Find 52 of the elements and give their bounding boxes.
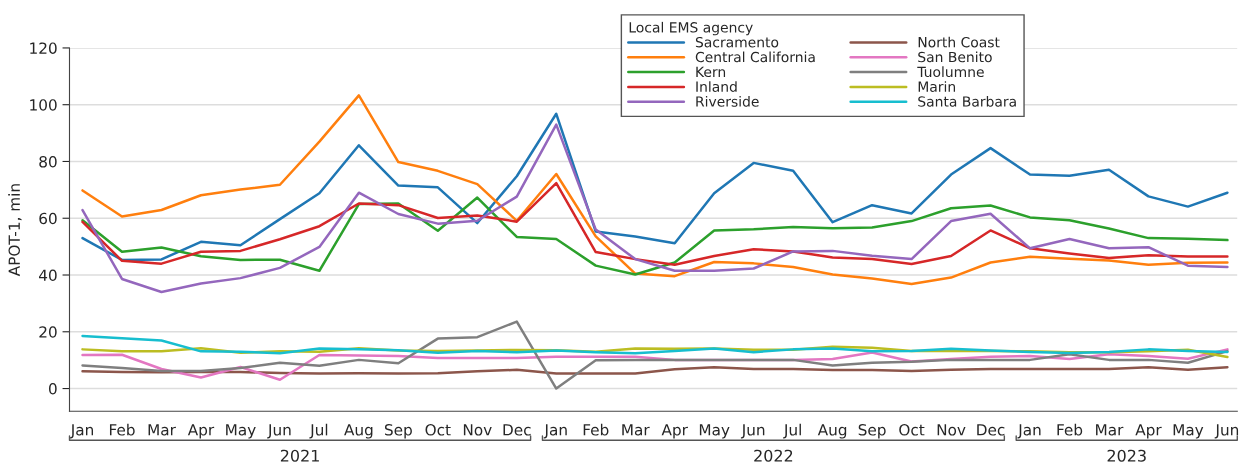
x-tick-label: Jan [543,424,567,439]
legend-label: Central California [695,51,815,63]
y-tick-label: 0 [48,383,57,395]
y-tick-label: 120 [30,42,57,54]
x-tick-label: Jul [309,423,328,439]
x-tick-label: Sep [858,424,886,439]
x-tick-label: Jan [69,424,93,439]
legend-label: Inland [696,81,737,92]
x-tick-label: Mar [1096,424,1124,436]
x-tick-label: Apr [661,424,688,439]
x-tick-label: Sep [384,424,412,439]
x-tick-label: Oct [899,424,925,436]
x-tick-label: Jun [1214,424,1239,439]
x-tick-label: Aug [817,424,847,439]
legend-label: Sacramento [695,36,779,48]
legend-label: San Benito [918,51,992,63]
x-tick-label: Nov [463,424,492,436]
x-tick-label: May [1173,424,1204,439]
x-tick-label: Oct [425,424,451,436]
x-tick-label: Feb [1057,423,1083,436]
text: 2022 [754,449,793,462]
x-tick-label: Jun [740,424,765,439]
x-tick-label: Dec [977,424,1005,436]
y-tick-label: 40 [39,269,57,282]
legend-label: Marin [918,81,955,92]
legend-label: North Coast [918,36,1000,48]
x-tick-label: Mar [148,424,176,436]
x-tick-label: Aug [344,424,373,439]
text: 2021 [280,449,319,462]
x-tick-label: Apr [187,424,215,439]
x-tick-label: Feb [583,423,609,436]
x-tick-label: Jun [267,424,291,439]
y-tick-label: 100 [30,99,57,111]
x-tick-label: May [699,424,730,439]
y-axis-title: APOT-1, min [8,184,22,277]
x-tick-label: Feb [109,423,135,436]
x-tick-label: Apr [1135,424,1162,439]
x-tick-label: Jan [1017,424,1041,439]
x-tick-label: Mar [622,424,650,436]
x-tick-label: Nov [937,424,966,436]
legend-label: Riverside [696,96,759,107]
y-tick-label: 20 [39,326,57,338]
y-tick-label: 60 [39,212,57,225]
legend-title: Local EMS agency [629,21,753,36]
legend-label: Tuolumne [917,66,984,78]
legend-label: Santa Barbara [918,96,1016,107]
legend-label: Kern [696,66,726,78]
x-tick-label: Jul [783,423,801,439]
x-tick-label: Dec [503,424,531,436]
y-tick-label: 80 [39,155,57,168]
text: 2023 [1107,449,1146,462]
x-tick-label: May [226,424,256,439]
